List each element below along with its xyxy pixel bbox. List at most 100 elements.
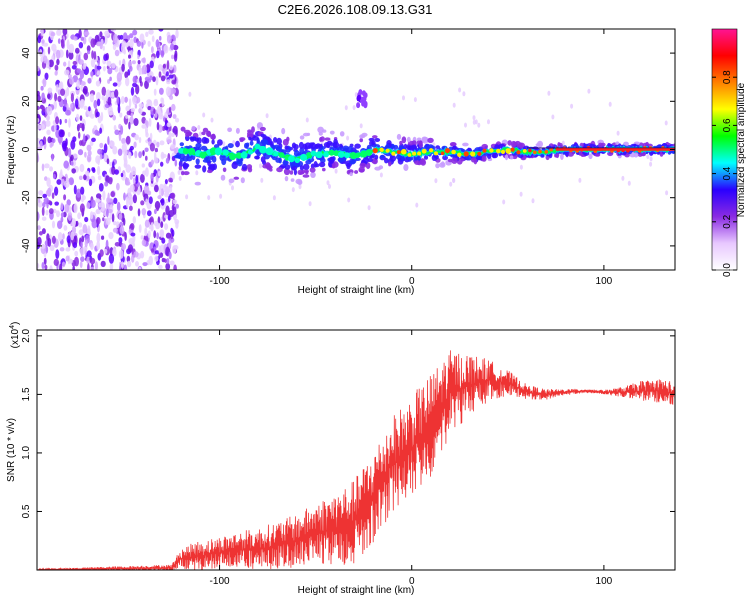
noise-speckle bbox=[93, 99, 98, 109]
noise-speckle bbox=[75, 113, 80, 122]
noise-speckle bbox=[132, 96, 137, 103]
noise-speckle bbox=[101, 235, 105, 240]
noise-speckle bbox=[105, 239, 109, 250]
trace-blob bbox=[344, 152, 351, 159]
band-speckle bbox=[241, 163, 248, 171]
faint-speckle bbox=[570, 103, 574, 109]
band-speckle bbox=[210, 134, 216, 140]
noise-speckle bbox=[58, 82, 63, 89]
band-speckle bbox=[481, 143, 489, 150]
noise-speckle bbox=[101, 95, 105, 101]
trace-blob bbox=[229, 153, 237, 161]
band-speckle bbox=[435, 163, 440, 169]
band-speckle bbox=[633, 152, 639, 158]
trace-blob bbox=[306, 152, 312, 158]
noise-speckle bbox=[158, 264, 163, 270]
noise-speckle bbox=[88, 106, 91, 112]
band-speckle bbox=[567, 150, 575, 157]
noise-speckle bbox=[37, 35, 42, 44]
noise-speckle bbox=[109, 262, 114, 270]
band-speckle bbox=[219, 154, 225, 162]
noise-speckle bbox=[150, 181, 155, 188]
noise-speckle bbox=[107, 136, 110, 145]
noise-speckle bbox=[41, 92, 45, 101]
faint-speckle bbox=[502, 199, 506, 205]
noise-speckle bbox=[51, 43, 57, 52]
band-speckle bbox=[182, 161, 187, 169]
noise-speckle bbox=[37, 142, 40, 147]
band-speckle bbox=[190, 137, 195, 142]
noise-speckle bbox=[44, 163, 50, 169]
band-speckle bbox=[302, 174, 310, 178]
band-speckle bbox=[369, 155, 375, 159]
noise-speckle bbox=[59, 263, 63, 270]
band-speckle bbox=[486, 153, 492, 159]
noise-speckle bbox=[78, 175, 83, 180]
band-speckle bbox=[507, 140, 512, 146]
faint-speckle bbox=[260, 177, 264, 183]
band-speckle bbox=[207, 169, 213, 174]
noise-speckle bbox=[153, 88, 157, 96]
band-speckle bbox=[388, 161, 392, 167]
faint-speckle bbox=[298, 184, 302, 190]
noise-speckle bbox=[147, 106, 152, 111]
noise-speckle bbox=[42, 77, 47, 88]
band-speckle bbox=[256, 122, 263, 129]
noise-speckle bbox=[142, 57, 146, 64]
noise-speckle bbox=[100, 111, 104, 122]
noise-speckle bbox=[83, 105, 88, 110]
band-speckle bbox=[183, 171, 190, 176]
noise-speckle bbox=[41, 206, 45, 216]
noise-speckle bbox=[110, 91, 115, 98]
band-speckle bbox=[358, 168, 365, 173]
colorbar-tick-label: 0.4 bbox=[722, 166, 733, 180]
band-speckle bbox=[260, 156, 266, 163]
band-speckle bbox=[179, 142, 184, 147]
band-speckle bbox=[231, 161, 238, 169]
noise-speckle bbox=[51, 192, 55, 199]
band-speckle bbox=[194, 181, 201, 186]
noise-speckle bbox=[71, 218, 77, 227]
noise-speckle bbox=[114, 129, 120, 136]
noise-speckle bbox=[82, 224, 88, 234]
faint-speckle bbox=[207, 195, 211, 201]
noise-speckle bbox=[164, 223, 169, 231]
faint-speckle bbox=[195, 170, 199, 176]
noise-speckle bbox=[139, 106, 143, 115]
trace-blob bbox=[323, 151, 329, 158]
noise-speckle bbox=[102, 217, 105, 222]
noise-speckle bbox=[90, 71, 94, 77]
band-speckle bbox=[273, 137, 278, 143]
noise-speckle bbox=[90, 266, 95, 270]
band-speckle bbox=[299, 165, 304, 171]
noise-speckle bbox=[125, 105, 131, 112]
noise-speckle bbox=[118, 60, 122, 66]
noise-speckle bbox=[95, 198, 101, 203]
noise-speckle bbox=[138, 136, 142, 144]
noise-speckle bbox=[51, 153, 54, 162]
band-speckle bbox=[291, 166, 298, 171]
noise-speckle bbox=[136, 40, 142, 47]
noise-speckle bbox=[60, 88, 66, 96]
band-speckle bbox=[239, 137, 246, 142]
noise-speckle bbox=[152, 76, 156, 82]
colorbar-tick-label: 0.6 bbox=[722, 118, 733, 132]
noise-speckle bbox=[144, 80, 149, 89]
noise-speckle bbox=[85, 175, 90, 182]
band-speckle bbox=[317, 144, 323, 148]
noise-speckle bbox=[96, 65, 102, 70]
band-speckle bbox=[516, 144, 522, 148]
noise-speckle bbox=[173, 53, 178, 62]
noise-speckle bbox=[41, 216, 47, 221]
band-speckle bbox=[365, 162, 371, 169]
spectrogram-marks bbox=[37, 29, 675, 270]
noise-speckle bbox=[82, 133, 86, 143]
band-speckle bbox=[403, 164, 409, 171]
noise-speckle bbox=[49, 166, 53, 172]
trace-blob bbox=[445, 148, 450, 154]
noise-speckle bbox=[155, 39, 160, 48]
noise-speckle bbox=[71, 65, 77, 70]
noise-speckle bbox=[92, 168, 96, 173]
faint-speckle bbox=[219, 193, 223, 199]
